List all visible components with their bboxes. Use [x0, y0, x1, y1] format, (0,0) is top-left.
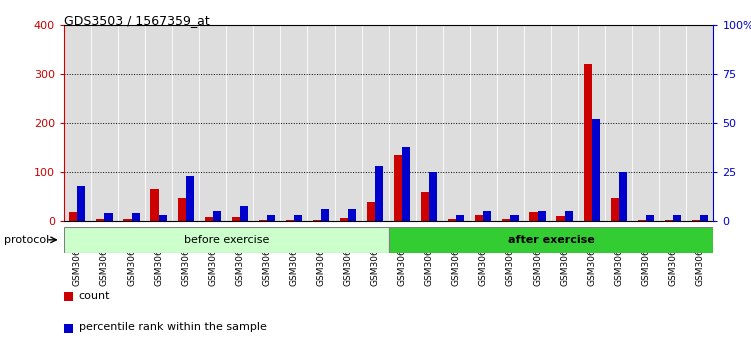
- Text: after exercise: after exercise: [508, 235, 595, 245]
- Bar: [484, 211, 491, 221]
- Bar: [403, 147, 410, 221]
- Bar: [199, 25, 226, 221]
- Bar: [258, 220, 267, 221]
- Bar: [686, 25, 713, 221]
- Bar: [611, 198, 619, 221]
- Bar: [231, 217, 240, 221]
- Bar: [389, 25, 416, 221]
- Bar: [280, 25, 307, 221]
- Bar: [421, 192, 430, 221]
- Bar: [524, 25, 551, 221]
- Bar: [457, 215, 464, 221]
- Bar: [475, 215, 484, 221]
- Bar: [367, 202, 375, 221]
- Bar: [665, 220, 673, 221]
- Bar: [321, 210, 329, 221]
- Bar: [443, 25, 470, 221]
- Bar: [619, 172, 627, 221]
- Bar: [394, 155, 403, 221]
- Bar: [592, 119, 600, 221]
- Bar: [294, 215, 302, 221]
- Text: count: count: [79, 291, 110, 301]
- Text: protocol: protocol: [4, 235, 49, 245]
- Bar: [96, 219, 104, 221]
- Bar: [118, 25, 145, 221]
- Bar: [638, 220, 646, 221]
- Bar: [605, 25, 632, 221]
- Text: before exercise: before exercise: [183, 235, 269, 245]
- Text: percentile rank within the sample: percentile rank within the sample: [79, 322, 267, 332]
- Bar: [172, 25, 199, 221]
- Bar: [64, 227, 389, 253]
- Bar: [104, 213, 113, 221]
- Bar: [69, 212, 77, 221]
- Text: GDS3503 / 1567359_at: GDS3503 / 1567359_at: [64, 14, 210, 27]
- Bar: [502, 219, 511, 221]
- Bar: [145, 25, 172, 221]
- Bar: [448, 219, 457, 221]
- Bar: [692, 220, 700, 221]
- Bar: [77, 186, 86, 221]
- Bar: [348, 210, 356, 221]
- Bar: [253, 25, 280, 221]
- Bar: [64, 324, 74, 333]
- Bar: [375, 166, 383, 221]
- Bar: [131, 213, 140, 221]
- Bar: [307, 25, 334, 221]
- Bar: [226, 25, 253, 221]
- Bar: [213, 211, 221, 221]
- Bar: [150, 189, 158, 221]
- Bar: [313, 220, 321, 221]
- Bar: [538, 211, 546, 221]
- Bar: [659, 25, 686, 221]
- Bar: [511, 215, 518, 221]
- Bar: [497, 25, 524, 221]
- Bar: [123, 219, 131, 221]
- Bar: [240, 206, 248, 221]
- Bar: [340, 218, 348, 221]
- Bar: [286, 220, 294, 221]
- Bar: [470, 25, 497, 221]
- Bar: [556, 216, 565, 221]
- Bar: [185, 176, 194, 221]
- Bar: [578, 25, 605, 221]
- Bar: [389, 227, 713, 253]
- Bar: [565, 211, 573, 221]
- Bar: [64, 25, 91, 221]
- Bar: [632, 25, 659, 221]
- Bar: [158, 215, 167, 221]
- Bar: [551, 25, 578, 221]
- Bar: [204, 217, 213, 221]
- Bar: [673, 215, 681, 221]
- Bar: [334, 25, 361, 221]
- Bar: [64, 292, 74, 301]
- Bar: [646, 215, 654, 221]
- Bar: [430, 172, 437, 221]
- Bar: [361, 25, 389, 221]
- Bar: [91, 25, 118, 221]
- Bar: [584, 64, 592, 221]
- Bar: [529, 212, 538, 221]
- Bar: [177, 198, 185, 221]
- Bar: [700, 215, 708, 221]
- Bar: [267, 215, 275, 221]
- Bar: [416, 25, 443, 221]
